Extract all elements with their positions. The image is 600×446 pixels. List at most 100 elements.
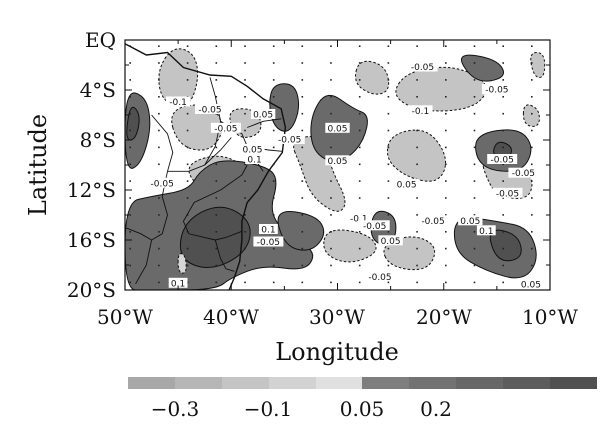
significance-dot xyxy=(244,214,246,216)
significance-dot xyxy=(473,163,476,166)
significance-dot xyxy=(186,180,189,182)
significance-dot xyxy=(244,180,246,182)
contour-label-bg xyxy=(165,96,191,107)
significance-dot xyxy=(244,96,246,98)
contour-label-bg xyxy=(325,122,350,133)
state-border-7 xyxy=(214,239,235,272)
significance-dot xyxy=(445,247,447,250)
significance-dot xyxy=(244,112,246,115)
significance-dot xyxy=(502,247,504,250)
contour-label-24: -0.05 xyxy=(253,236,284,248)
significance-dot xyxy=(358,163,361,166)
colorbar xyxy=(128,377,597,389)
significance-dot xyxy=(272,180,275,182)
significance-dot xyxy=(473,231,476,233)
significance-dot xyxy=(215,247,218,250)
lat-tick-eq: EQ xyxy=(85,28,116,52)
significance-dot xyxy=(387,180,390,182)
significance-dot xyxy=(502,146,504,149)
contour-label-text: -0.05 xyxy=(278,136,301,146)
significance-dot xyxy=(215,62,218,64)
contour-label-13: -0.05 xyxy=(487,154,518,166)
significance-dot xyxy=(531,247,533,250)
contour-label-12: -0.05 xyxy=(481,84,512,96)
contour-label-text: 0.05 xyxy=(327,157,347,167)
significance-dot xyxy=(358,129,361,132)
negative-anomaly-region-5 xyxy=(355,60,390,95)
contour-label-bg xyxy=(487,154,518,164)
significance-dot xyxy=(387,45,390,47)
colorbar-neg-segment-0 xyxy=(128,377,175,389)
contour-label-text: -0.05 xyxy=(198,106,221,116)
colorbar-pos-segment-1 xyxy=(409,377,456,389)
significance-dot xyxy=(158,247,160,250)
significance-dot xyxy=(330,112,332,115)
significance-dot xyxy=(186,163,189,166)
significance-dot xyxy=(301,231,304,233)
significance-dot xyxy=(502,163,504,166)
significance-dot xyxy=(301,180,304,182)
significance-dot xyxy=(473,214,476,216)
lon-tick-40w: 40°W xyxy=(203,305,259,329)
significance-dot xyxy=(416,129,418,132)
lon-tick-50w: 50°W xyxy=(97,305,153,329)
significance-dot xyxy=(330,180,332,182)
contour-label-bg xyxy=(408,105,433,116)
significance-dot xyxy=(358,146,361,149)
contour-label-text: -0.1 xyxy=(350,214,368,224)
significance-dot xyxy=(387,247,390,250)
contour-label-bg xyxy=(245,154,264,164)
significance-dot xyxy=(473,180,476,182)
significance-dot xyxy=(272,129,275,132)
significance-dot xyxy=(387,197,390,199)
significance-dot xyxy=(272,45,275,47)
significance-dot xyxy=(272,96,275,98)
significance-dot xyxy=(158,112,160,115)
state-border-8 xyxy=(125,227,152,241)
significance-dot xyxy=(445,62,447,64)
significance-dot xyxy=(387,79,390,81)
significance-dot xyxy=(387,146,390,149)
significance-dot xyxy=(330,264,332,267)
contour-label-text: -0.05 xyxy=(512,169,535,179)
contour-label-bg xyxy=(240,144,265,154)
significance-dot xyxy=(301,96,304,98)
significance-dot xyxy=(301,214,304,216)
significance-dot xyxy=(330,96,332,98)
significance-dot xyxy=(502,62,504,64)
contour-label-27: 0.05 xyxy=(518,279,544,290)
significance-dot xyxy=(215,96,218,98)
significance-dot xyxy=(531,45,533,47)
significance-dot xyxy=(445,96,447,98)
contour-label-2: -0.05 xyxy=(210,122,241,134)
contour-label-0: -0.1 xyxy=(165,96,191,108)
significance-dot xyxy=(358,79,361,81)
significance-dot xyxy=(244,163,246,166)
significance-dot xyxy=(186,247,189,250)
significance-dot xyxy=(129,62,131,64)
significance-dot xyxy=(502,180,504,182)
significance-dot xyxy=(473,264,476,267)
contour-label-bg xyxy=(407,61,438,72)
colorbar-label-0-2: 0.2 xyxy=(420,397,452,421)
significance-dot xyxy=(445,264,447,267)
significance-dot xyxy=(358,180,361,182)
significance-dot xyxy=(387,129,390,132)
contour-label-16: 0.05 xyxy=(394,179,419,191)
contour-label-text: 0.05 xyxy=(397,181,417,191)
significance-dot xyxy=(186,264,189,267)
significance-dot xyxy=(244,197,246,199)
contour-label-bg xyxy=(253,236,284,247)
contour-label-23: 0.1 xyxy=(259,224,278,236)
significance-dot xyxy=(387,112,390,115)
significance-dot xyxy=(158,96,160,98)
contour-label-bg xyxy=(346,212,371,223)
significance-dot xyxy=(244,264,246,267)
significance-dot xyxy=(244,79,246,81)
significance-dot xyxy=(272,146,275,149)
contour-label-bg xyxy=(359,220,390,231)
significance-dot xyxy=(387,231,390,233)
contour-label-bg xyxy=(378,235,403,246)
significance-dot xyxy=(158,163,160,166)
contour-label-5: 0.1 xyxy=(245,154,264,166)
